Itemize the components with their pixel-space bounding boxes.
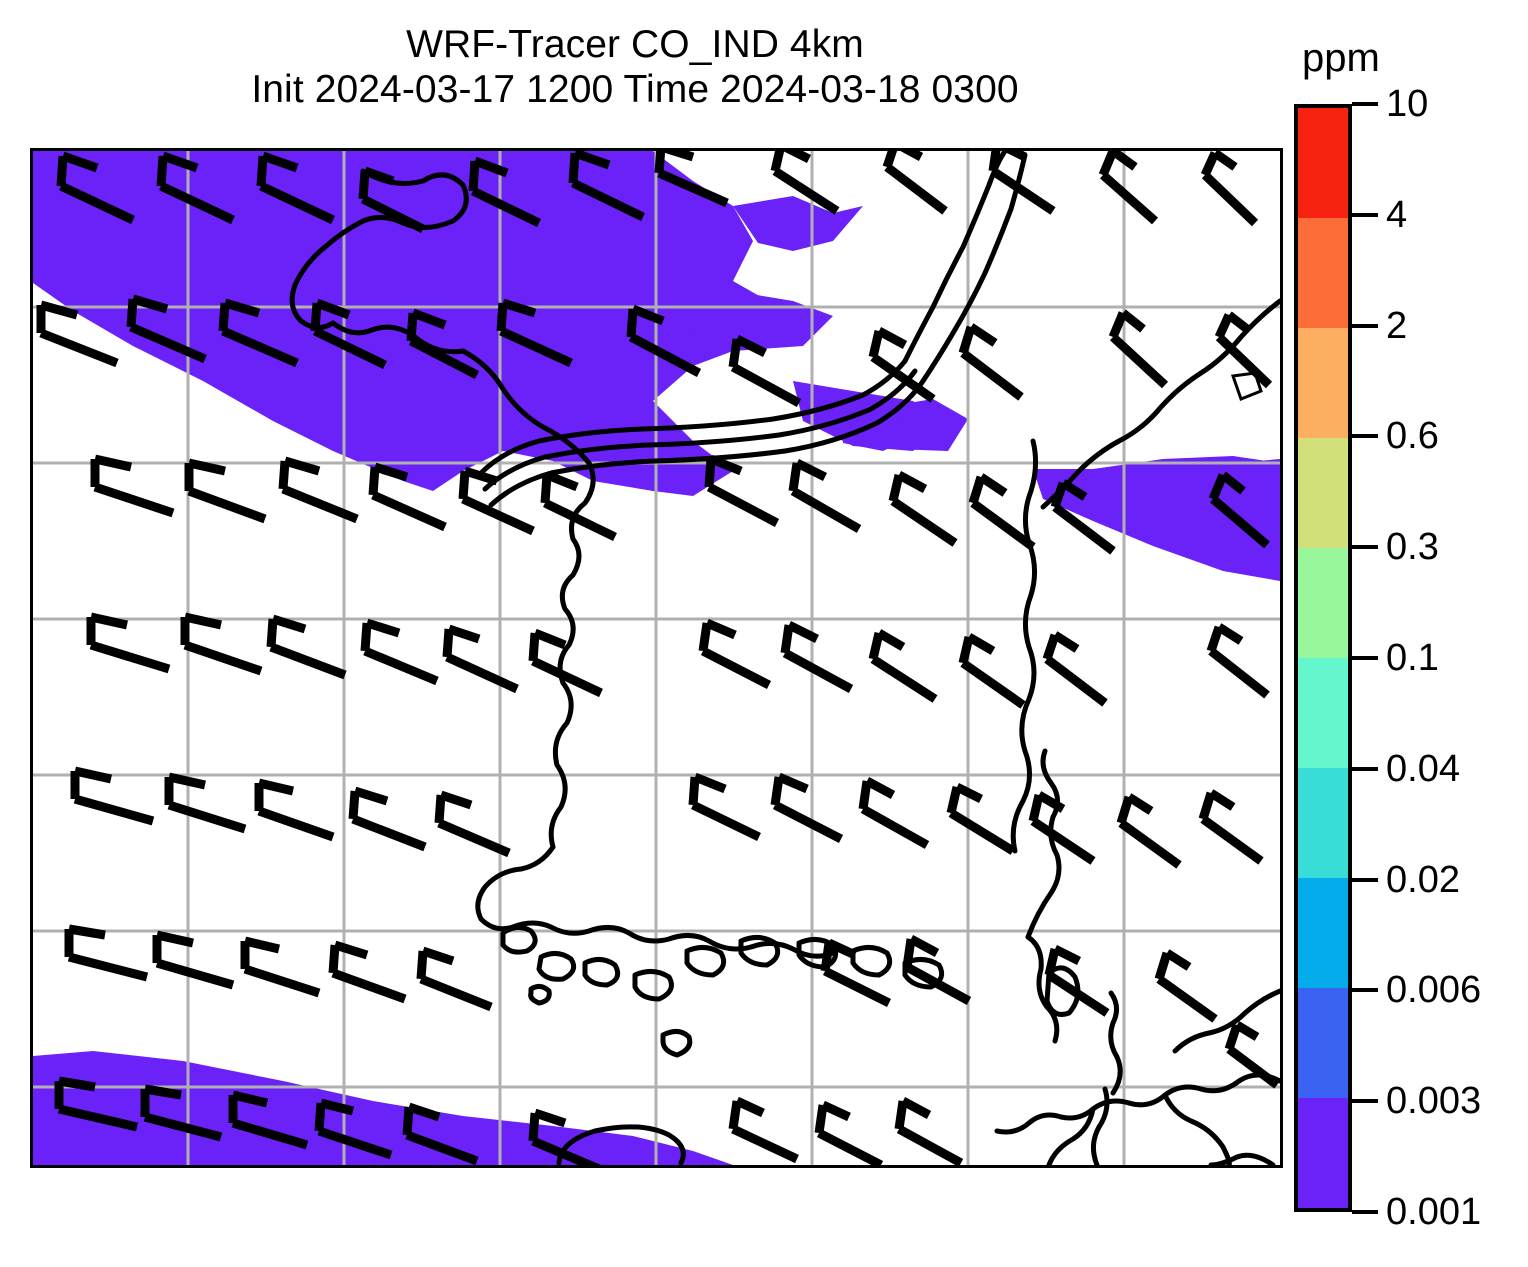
- colorbar-tick-label-8: 2: [1386, 304, 1408, 347]
- colorbar-tick-label-5: 0.1: [1386, 637, 1439, 679]
- wind-barb-field: [36, 151, 1280, 1165]
- colorbar-band-7: [1298, 328, 1348, 438]
- colorbar-tick-7: [1352, 434, 1378, 439]
- colorbar-band-9: [1298, 108, 1348, 218]
- colorbar-tick-label-9: 4: [1386, 193, 1408, 236]
- colorbar-tick-label-3: 0.02: [1386, 858, 1460, 901]
- colorbar-tick-label-7: 0.6: [1386, 415, 1439, 458]
- colorbar-tick-1: [1352, 1099, 1378, 1104]
- colorbar-gradient: [1294, 104, 1352, 1212]
- chart-title: WRF-Tracer CO_IND 4km Init 2024-03-17 12…: [0, 22, 1270, 112]
- chart-title-line1: WRF-Tracer CO_IND 4km: [406, 23, 864, 66]
- colorbar-unit-label: ppm: [1302, 36, 1380, 80]
- colorbar-band-5: [1298, 548, 1348, 658]
- map-canvas: [33, 151, 1280, 1165]
- colorbar-tick-label-0: 0.001: [1386, 1191, 1482, 1233]
- colorbar-tick-5: [1352, 656, 1378, 660]
- colorbar-band-8: [1298, 218, 1348, 328]
- colorbar-band-3: [1298, 768, 1348, 878]
- colorbar-tick-6: [1352, 545, 1378, 550]
- colorbar-tick-label-10: 10: [1386, 83, 1429, 125]
- colorbar-band-4: [1298, 658, 1348, 768]
- colorbar-tick-0: [1352, 1210, 1378, 1214]
- colorbar-band-0: [1298, 1098, 1348, 1208]
- colorbar-tick-3: [1352, 877, 1378, 882]
- colorbar-tick-8: [1352, 323, 1378, 328]
- colorbar-tick-label-1: 0.003: [1386, 1080, 1482, 1123]
- coastline-overlay: [289, 151, 1280, 1165]
- colorbar-band-6: [1298, 438, 1348, 548]
- colorbar-band-2: [1298, 878, 1348, 988]
- chart-title-line2: Init 2024-03-17 1200 Time 2024-03-18 030…: [251, 68, 1019, 112]
- map-plot-area: [30, 148, 1283, 1168]
- colorbar-tick-2: [1352, 988, 1378, 993]
- colorbar-band-1: [1298, 988, 1348, 1098]
- colorbar: [1294, 104, 1354, 1214]
- colorbar-tick-label-4: 0.04: [1386, 747, 1460, 790]
- colorbar-tick-9: [1352, 212, 1378, 217]
- colorbar-tick-label-2: 0.006: [1386, 969, 1482, 1012]
- colorbar-tick-10: [1352, 102, 1378, 106]
- colorbar-tick-label-6: 0.3: [1386, 526, 1439, 569]
- colorbar-tick-4: [1352, 766, 1378, 771]
